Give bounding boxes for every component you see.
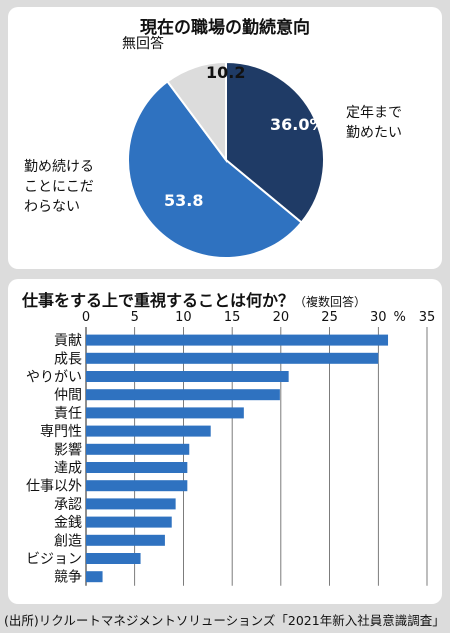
bar: [86, 553, 141, 564]
x-tick-label: 5: [131, 310, 139, 325]
bar: [86, 425, 211, 437]
pie-category-label-0: 定年まで: [346, 105, 402, 121]
pie-category-label-2: 無回答: [122, 35, 164, 52]
category-label: 承認: [54, 497, 82, 513]
category-label: 仕事以外: [26, 479, 82, 495]
x-tick-label: 0: [82, 310, 90, 325]
category-label: 創造: [54, 533, 82, 549]
pie-slice-1: [127, 80, 303, 259]
bar: [86, 352, 379, 364]
bar: [86, 334, 389, 346]
x-tick-label: 15: [224, 310, 241, 325]
bar: [86, 407, 244, 419]
bar: [86, 571, 103, 583]
bar: [86, 462, 188, 473]
pie-value-label-1: 53.8: [164, 191, 203, 210]
bar: [86, 443, 190, 455]
bar: [86, 389, 280, 401]
pie-value-label-2: 10.2: [206, 63, 245, 82]
bar: [86, 516, 172, 528]
pie-category-label-0: 勤めたい: [346, 125, 402, 141]
pie-category-label-1: ことにこだ: [24, 179, 94, 195]
bar-chart: 0 5 10 15 20 25 30 35% 貢献成長やりがい仲間責任専門性影響達成仕事以外承認…: [26, 310, 436, 586]
x-tick-label: 35: [419, 310, 436, 325]
bar: [86, 480, 188, 492]
pie-value-label-0: 36.0%: [270, 115, 326, 134]
category-label: 仲間: [54, 388, 82, 404]
category-label: 貢献: [54, 333, 82, 349]
pie-panel: 現在の職場の勤続意向 36.0% 定年まで勤めたい 53.8 勤め続けることにこだわら…: [8, 7, 442, 269]
bar-title: 仕事をする上で重視することは何か？（複数回答）: [22, 287, 366, 311]
category-label: 金銭: [54, 515, 82, 531]
bar-title-text: 仕事をする上で重視することは何か？: [22, 291, 295, 310]
x-unit-label: %: [394, 310, 406, 325]
category-label: 成長: [54, 351, 82, 367]
pie-category-label-1: わらない: [24, 199, 80, 215]
category-label: 責任: [54, 406, 82, 422]
pie-slice-2: [166, 60, 227, 164]
pie-category-label-1: 勤め続ける: [24, 158, 94, 175]
bar-title-note: （複数回答）: [294, 295, 367, 309]
x-tick-label: 30: [370, 310, 387, 325]
x-tick-label: 20: [273, 310, 290, 325]
category-label: やりがい: [26, 370, 82, 386]
pie-title: 現在の職場の勤続意向: [140, 18, 310, 38]
bar: [86, 498, 176, 510]
category-label: ビジョン: [26, 552, 82, 568]
category-label: 影響: [54, 441, 82, 458]
category-label: 専門性: [40, 424, 82, 440]
category-label: 達成: [54, 461, 82, 477]
bar-panel: 仕事をする上で重視することは何か？（複数回答） 0 5 10 15 20 25 30 35% 貢…: [8, 279, 442, 604]
bar: [86, 371, 289, 382]
category-label: 競争: [54, 570, 82, 586]
x-tick-label: 25: [321, 310, 338, 325]
source-note: (出所)リクルートマネジメントソリューションズ「2021年新入社員意識調査」: [4, 613, 445, 628]
bar: [86, 534, 165, 546]
x-tick-label: 10: [175, 310, 192, 325]
pie-slice-0: [225, 60, 325, 224]
